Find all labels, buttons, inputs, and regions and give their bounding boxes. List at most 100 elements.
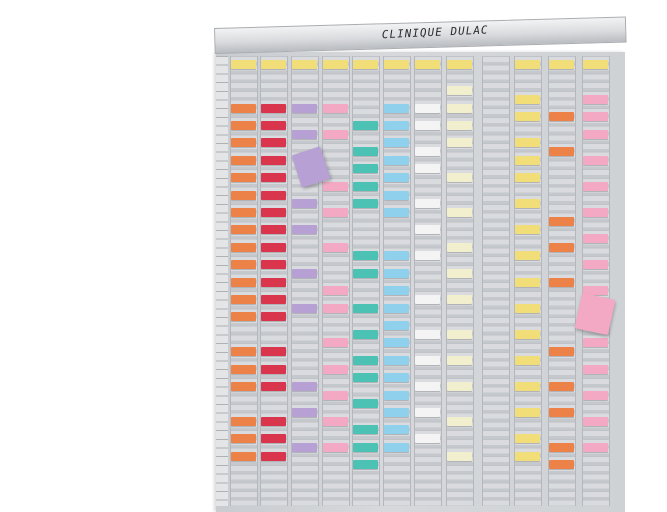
- t-card-teal[interactable]: [353, 199, 378, 209]
- t-card-pink[interactable]: [323, 303, 348, 313]
- t-card-blue[interactable]: [384, 373, 409, 383]
- t-card-cream[interactable]: [447, 207, 472, 217]
- t-card-blue[interactable]: [384, 390, 409, 400]
- t-card-teal[interactable]: [353, 303, 378, 313]
- t-card-violet[interactable]: [292, 268, 317, 278]
- t-card-teal[interactable]: [353, 442, 378, 452]
- t-card-pink[interactable]: [323, 390, 348, 400]
- t-card-white[interactable]: [415, 251, 440, 261]
- t-card-yellow[interactable]: [384, 60, 409, 69]
- t-card-teal[interactable]: [353, 164, 378, 174]
- t-card-pink[interactable]: [583, 207, 608, 217]
- t-card-yellow[interactable]: [515, 94, 540, 104]
- t-card-cream[interactable]: [447, 138, 472, 148]
- t-card-pink[interactable]: [323, 207, 348, 217]
- t-card-pink[interactable]: [583, 364, 608, 374]
- t-card-blue[interactable]: [384, 408, 409, 417]
- t-card-yellow[interactable]: [515, 329, 540, 339]
- t-card-teal[interactable]: [353, 147, 378, 156]
- t-card-orange[interactable]: [231, 434, 256, 444]
- t-card-orange[interactable]: [231, 190, 256, 200]
- t-card-white[interactable]: [415, 355, 440, 365]
- t-card-red[interactable]: [261, 155, 286, 165]
- t-card-orange[interactable]: [231, 260, 256, 270]
- t-card-orange[interactable]: [231, 364, 256, 374]
- t-card-orange[interactable]: [549, 242, 574, 252]
- t-card-teal[interactable]: [353, 425, 378, 435]
- t-card-yellow[interactable]: [515, 381, 540, 391]
- t-card-pink[interactable]: [583, 338, 608, 348]
- t-card-orange[interactable]: [549, 460, 574, 470]
- t-card-pink[interactable]: [583, 260, 608, 270]
- t-card-cream[interactable]: [447, 242, 472, 252]
- t-card-yellow[interactable]: [323, 60, 348, 69]
- t-card-white[interactable]: [415, 294, 440, 304]
- t-card-orange[interactable]: [549, 216, 574, 226]
- t-card-pink[interactable]: [583, 390, 608, 400]
- t-card-cream[interactable]: [447, 355, 472, 365]
- t-card-teal[interactable]: [353, 399, 378, 409]
- t-card-teal[interactable]: [353, 355, 378, 365]
- t-card-cream[interactable]: [447, 86, 472, 96]
- t-card-cream[interactable]: [447, 294, 472, 304]
- t-card-blue[interactable]: [384, 251, 409, 261]
- t-card-red[interactable]: [261, 173, 286, 183]
- t-card-blue[interactable]: [384, 303, 409, 313]
- t-card-teal[interactable]: [353, 251, 378, 261]
- t-card-yellow[interactable]: [515, 155, 540, 165]
- t-card-orange[interactable]: [549, 408, 574, 417]
- t-card-red[interactable]: [261, 434, 286, 444]
- t-card-blue[interactable]: [384, 355, 409, 365]
- t-card-red[interactable]: [261, 242, 286, 252]
- t-card-pink[interactable]: [583, 112, 608, 122]
- t-card-blue[interactable]: [384, 103, 409, 113]
- t-card-orange[interactable]: [549, 112, 574, 122]
- t-card-cream[interactable]: [447, 268, 472, 278]
- t-card-cream[interactable]: [447, 381, 472, 391]
- t-card-red[interactable]: [261, 260, 286, 270]
- t-card-white[interactable]: [415, 329, 440, 339]
- t-card-yellow[interactable]: [515, 303, 540, 313]
- t-card-cream[interactable]: [447, 173, 472, 183]
- t-card-yellow[interactable]: [583, 60, 608, 69]
- t-card-pink[interactable]: [583, 286, 608, 296]
- t-card-yellow[interactable]: [447, 60, 472, 69]
- t-card-violet[interactable]: [292, 408, 317, 417]
- t-card-pink[interactable]: [583, 129, 608, 139]
- t-card-blue[interactable]: [384, 425, 409, 435]
- t-card-blue[interactable]: [384, 338, 409, 348]
- t-card-red[interactable]: [261, 207, 286, 217]
- t-card-pink[interactable]: [323, 103, 348, 113]
- t-card-orange[interactable]: [231, 416, 256, 426]
- t-card-red[interactable]: [261, 138, 286, 148]
- t-card-white[interactable]: [415, 225, 440, 235]
- t-card-yellow[interactable]: [515, 434, 540, 444]
- t-card-orange[interactable]: [549, 381, 574, 391]
- t-card-orange[interactable]: [549, 147, 574, 156]
- t-card-teal[interactable]: [353, 181, 378, 191]
- t-card-blue[interactable]: [384, 207, 409, 217]
- t-card-orange[interactable]: [549, 442, 574, 452]
- t-card-violet[interactable]: [292, 442, 317, 452]
- t-card-teal[interactable]: [353, 120, 378, 130]
- t-card-white[interactable]: [415, 381, 440, 391]
- t-card-orange[interactable]: [549, 347, 574, 357]
- t-card-pink[interactable]: [583, 234, 608, 243]
- t-card-red[interactable]: [261, 381, 286, 391]
- t-card-red[interactable]: [261, 120, 286, 130]
- t-card-orange[interactable]: [231, 120, 256, 130]
- t-card-yellow[interactable]: [515, 408, 540, 417]
- t-card-orange[interactable]: [231, 173, 256, 183]
- t-card-yellow[interactable]: [515, 277, 540, 287]
- t-card-white[interactable]: [415, 408, 440, 417]
- t-card-blue[interactable]: [384, 442, 409, 452]
- t-card-blue[interactable]: [384, 173, 409, 183]
- t-card-orange[interactable]: [549, 277, 574, 287]
- t-card-pink[interactable]: [583, 155, 608, 165]
- t-card-cream[interactable]: [447, 451, 472, 461]
- t-card-orange[interactable]: [231, 277, 256, 287]
- t-card-violet[interactable]: [292, 103, 317, 113]
- t-card-blue[interactable]: [384, 286, 409, 296]
- t-card-teal[interactable]: [353, 268, 378, 278]
- t-card-cream[interactable]: [447, 329, 472, 339]
